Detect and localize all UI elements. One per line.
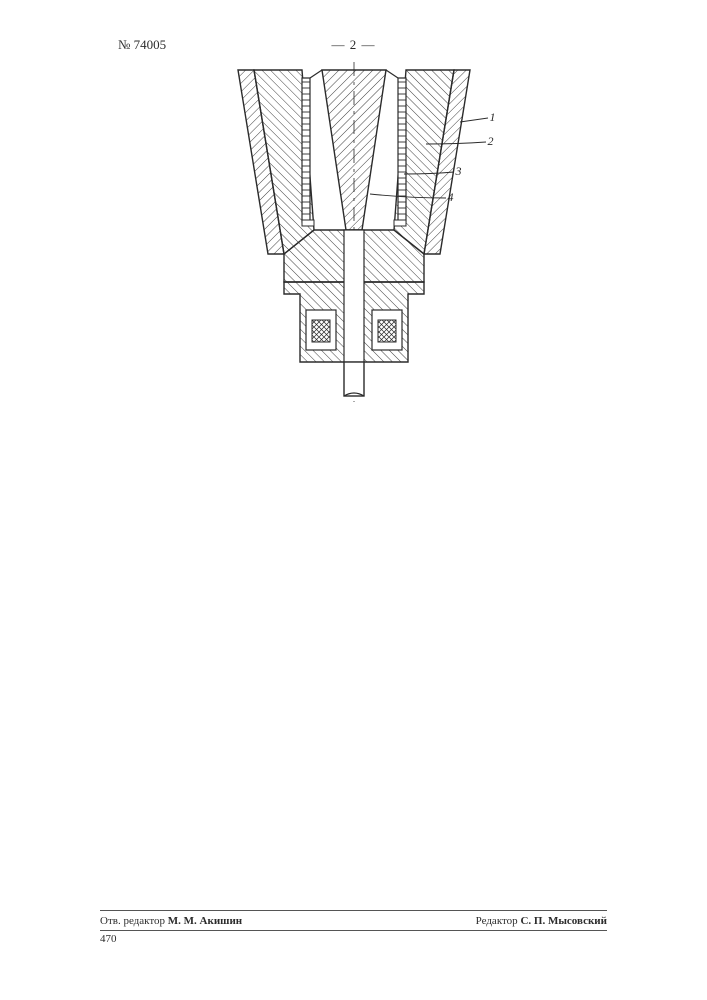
resp-editor-prefix: Отв. редактор (100, 915, 165, 927)
folio-number: 470 (100, 933, 607, 945)
editor-prefix: Редактор (476, 915, 518, 927)
cross-section-drawing (194, 62, 514, 412)
editor-name: С. П. Мысовский (520, 915, 607, 927)
figure: 1 2 3 4 (194, 62, 514, 412)
callout-1: 1 (490, 110, 496, 125)
callout-2: 2 (488, 134, 494, 149)
page-header: № 74005 — 2 — (0, 37, 707, 57)
callout-4: 4 (448, 190, 454, 205)
callout-3: 3 (456, 164, 462, 179)
responsible-editor: Отв. редактор М. М. Акишин (100, 915, 242, 927)
editors-line: Отв. редактор М. М. Акишин Редактор С. П… (100, 915, 607, 927)
footer-rule-bottom (100, 930, 607, 931)
resp-editor-name: М. М. Акишин (168, 915, 242, 927)
page-number: — 2 — (332, 37, 376, 53)
footer-rule-top (100, 910, 607, 911)
page: № 74005 — 2 — (0, 0, 707, 1000)
page-footer: Отв. редактор М. М. Акишин Редактор С. П… (100, 910, 607, 945)
editor: Редактор С. П. Мысовский (476, 915, 607, 927)
document-number: № 74005 (118, 37, 166, 53)
